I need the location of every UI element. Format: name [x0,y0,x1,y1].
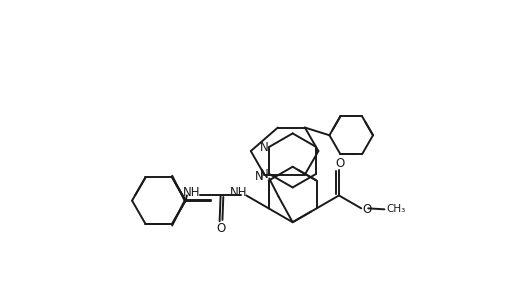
Text: O: O [216,222,225,235]
Text: N: N [255,170,264,183]
Text: O: O [335,157,344,170]
Text: O: O [362,203,372,216]
Text: NH: NH [230,186,247,199]
Text: CH₃: CH₃ [387,204,406,214]
Text: N: N [260,141,269,154]
Text: N: N [260,168,269,181]
Text: NH: NH [183,186,200,199]
